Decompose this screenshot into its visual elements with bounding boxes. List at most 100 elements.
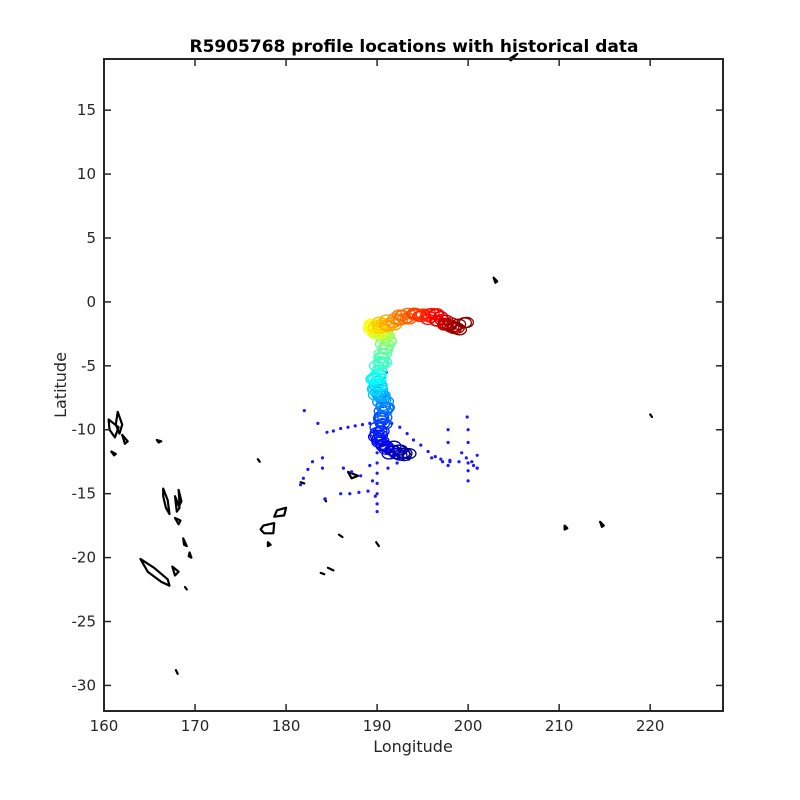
historical-profile-point <box>395 461 399 465</box>
coastline-island <box>174 668 179 676</box>
historical-profile-point <box>320 466 325 470</box>
historical-profile-point <box>320 456 325 460</box>
historical-profile-point <box>348 492 352 496</box>
x-axis-label: Longitude <box>373 737 453 756</box>
coastline-island <box>259 521 276 535</box>
historical-profile-point <box>460 451 464 455</box>
historical-profile-point <box>475 453 479 457</box>
chart-title: R5905768 profile locations with historic… <box>189 37 638 57</box>
historical-profile-point <box>341 466 345 470</box>
historical-profile-point <box>375 451 379 455</box>
historical-profile-point <box>323 497 327 501</box>
coastline-island <box>319 571 326 576</box>
coastline-island <box>649 413 654 419</box>
historical-profile-point <box>419 443 423 447</box>
x-tick-label: 180 <box>272 717 301 735</box>
coastline-island <box>326 566 335 572</box>
historical-profile-point <box>331 429 335 433</box>
coastline-island <box>110 450 117 457</box>
historical-profile-point <box>426 449 430 454</box>
float-profile-marker <box>373 356 389 368</box>
float-profile-marker <box>384 444 400 456</box>
coastline-island <box>162 487 171 516</box>
historical-profile-point <box>375 461 379 465</box>
float-profiles-layer <box>363 307 475 462</box>
historical-profile-point <box>398 425 402 429</box>
historical-profile-point <box>448 458 452 462</box>
coastline-island <box>273 506 288 518</box>
coastline-island <box>337 533 344 539</box>
coastline-island <box>139 557 171 587</box>
historical-profile-point <box>301 476 305 480</box>
y-tick-label: 10 <box>77 165 96 183</box>
y-tick-label: -10 <box>72 421 97 439</box>
coastline-island <box>492 276 499 284</box>
float-profile-marker <box>378 319 394 331</box>
historical-profile-point <box>457 460 461 464</box>
historical-profile-point <box>441 460 445 464</box>
float-profile-marker <box>458 316 475 329</box>
plot-area <box>104 59 723 711</box>
historical-profile-point <box>346 425 350 429</box>
historical-profile-point <box>466 469 470 473</box>
historical-profile-point <box>357 490 361 494</box>
y-tick-label: -25 <box>72 613 97 631</box>
historical-profile-point <box>446 428 450 432</box>
y-tick-label: -15 <box>72 485 97 503</box>
float-profile-marker <box>376 317 392 329</box>
historical-profile-point <box>386 466 390 470</box>
historical-profile-point <box>430 456 434 460</box>
x-tick-label: 200 <box>454 717 483 735</box>
y-axis-label: Latitude <box>51 352 70 418</box>
coastline-island <box>598 520 605 529</box>
historical-profile-point <box>466 428 470 432</box>
historical-profile-point <box>375 471 379 475</box>
historical-profile-point <box>339 426 343 431</box>
historical-profile-point <box>375 481 379 485</box>
coastline-island <box>299 481 306 485</box>
coastline-island <box>563 524 569 531</box>
coastline-island <box>346 470 360 480</box>
historical-profile-point <box>360 423 365 427</box>
x-tick-label: 210 <box>545 717 574 735</box>
y-tick-label: 15 <box>77 101 96 119</box>
historical-profile-point <box>368 463 372 468</box>
historical-profile-point <box>446 463 450 468</box>
historical-profile-point <box>405 432 409 436</box>
y-tick-label: -30 <box>72 676 97 694</box>
historical-profile-point <box>302 409 306 413</box>
coastline-island <box>183 585 188 591</box>
coastline-island <box>187 551 193 559</box>
y-tick-label: -20 <box>72 549 97 567</box>
coastline-island <box>173 516 182 526</box>
float-profile-marker <box>377 418 393 430</box>
historical-profile-point <box>299 483 303 487</box>
historical-profile-point <box>375 492 379 496</box>
historical-profile-point <box>475 466 479 470</box>
historical-profile-point <box>375 510 379 514</box>
historical-profile-point <box>433 455 437 459</box>
historical-profile-point <box>464 456 468 460</box>
historical-profile-point <box>466 461 470 465</box>
coastline-island <box>375 541 380 548</box>
historical-profile-point <box>470 460 474 464</box>
historical-profile-point <box>411 438 416 442</box>
float-profile-marker <box>379 320 396 332</box>
y-tick-label: -5 <box>81 357 96 375</box>
x-tick-label: 160 <box>90 717 119 735</box>
axes-box <box>103 58 724 712</box>
historical-profile-point <box>472 463 476 468</box>
y-tick-label: 5 <box>86 229 96 247</box>
historical-profile-point <box>310 460 315 464</box>
coastline-island <box>256 458 261 463</box>
historical-profile-point <box>325 430 329 434</box>
x-tick-label: 220 <box>636 717 665 735</box>
historical-profile-point <box>375 502 379 506</box>
historical-profile-point <box>466 440 470 445</box>
historical-profile-point <box>370 479 375 483</box>
historical-profile-point <box>306 467 310 471</box>
historical-profile-point <box>466 479 470 483</box>
coastline-island <box>182 537 188 548</box>
historical-profile-point <box>465 415 469 419</box>
